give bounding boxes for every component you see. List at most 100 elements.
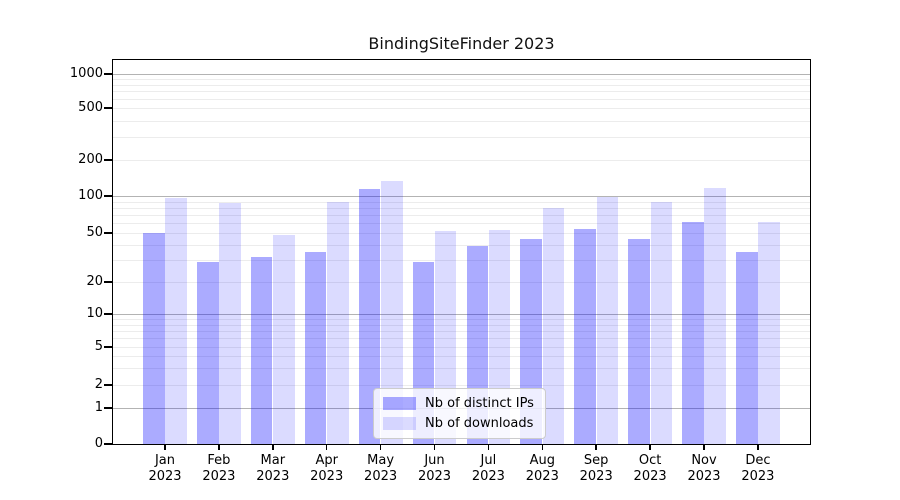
bar-nb-of-downloads (542, 207, 565, 444)
major-gridline (113, 74, 810, 75)
major-gridline (113, 314, 810, 315)
minor-gridline (113, 160, 810, 161)
x-tick-label: Sep 2023 (579, 453, 613, 484)
legend: Nb of distinct IPs Nb of downloads (373, 388, 546, 439)
bar-nb-of-distinct-ips (358, 189, 381, 444)
x-tick-mark (649, 445, 651, 450)
y-tick-label: 10 (86, 306, 103, 321)
minor-gridline (113, 319, 810, 321)
bar-nb-of-downloads (758, 222, 780, 444)
x-tick-mark (487, 445, 490, 450)
y-tick-mark (104, 313, 112, 315)
y-tick-label: 50 (86, 225, 103, 240)
x-tick-label: Oct 2023 (633, 453, 667, 484)
x-tick-mark (272, 445, 274, 450)
legend-item-downloads: Nb of downloads (383, 416, 534, 431)
x-tick-label: Nov 2023 (687, 453, 721, 484)
x-tick-label: May 2023 (364, 453, 398, 484)
y-tick-mark (104, 281, 112, 283)
bar-nb-of-downloads (165, 197, 187, 444)
x-tick-label: Feb 2023 (202, 453, 236, 484)
y-tick-label: 0 (94, 436, 103, 451)
y-tick-label: 2 (94, 377, 103, 392)
minor-gridline (113, 338, 810, 340)
y-tick-label: 100 (78, 188, 103, 203)
minor-gridline (113, 330, 810, 332)
minor-gridline (113, 356, 810, 358)
legend-label-distinct-ips: Nb of distinct IPs (425, 396, 534, 411)
major-gridline (113, 196, 810, 197)
bar-nb-of-distinct-ips (682, 222, 704, 444)
x-tick-mark (757, 445, 759, 450)
minor-gridline (113, 207, 810, 209)
x-tick-mark (541, 445, 544, 450)
y-tick-mark (104, 346, 112, 348)
minor-gridline (113, 282, 810, 283)
bar-nb-of-downloads (650, 201, 672, 444)
bar-nb-of-downloads (704, 187, 726, 444)
x-tick-label: Apr 2023 (310, 453, 344, 484)
minor-gridline (113, 368, 810, 370)
y-tick-label: 1 (94, 400, 103, 415)
x-tick-label: Jul 2023 (471, 453, 505, 484)
legend-swatch-downloads (383, 417, 416, 430)
minor-gridline (113, 233, 810, 234)
minor-gridline (113, 215, 810, 217)
minor-gridline (113, 91, 810, 93)
y-tick-label: 20 (86, 274, 103, 289)
y-tick-mark (104, 159, 112, 161)
y-tick-mark (104, 443, 112, 445)
minor-gridline (113, 79, 810, 81)
y-tick-mark (104, 73, 112, 75)
x-tick-label: Aug 2023 (525, 453, 559, 484)
minor-gridline (113, 120, 810, 122)
minor-gridline (113, 108, 810, 109)
legend-item-distinct-ips: Nb of distinct IPs (383, 396, 534, 411)
x-tick-mark (703, 445, 705, 450)
y-tick-label: 1000 (69, 66, 103, 81)
minor-gridline (113, 385, 810, 386)
minor-gridline (113, 347, 810, 348)
legend-swatch-distinct-ips (383, 397, 416, 410)
y-tick-label: 200 (78, 152, 103, 167)
y-tick-mark (104, 407, 112, 409)
bar-nb-of-distinct-ips (197, 262, 219, 444)
x-tick-mark (325, 445, 328, 450)
bar-nb-of-downloads (273, 235, 295, 444)
x-tick-mark (164, 445, 166, 450)
x-tick-mark (595, 445, 597, 450)
bar-nb-of-distinct-ips (250, 256, 273, 444)
chart-title: BindingSiteFinder 2023 (368, 34, 555, 53)
bar-nb-of-downloads (327, 201, 349, 444)
legend-label-downloads: Nb of downloads (425, 416, 534, 431)
bar-nb-of-downloads (219, 203, 241, 444)
x-tick-label: Jun 2023 (417, 453, 452, 484)
bar-nb-of-distinct-ips (736, 252, 758, 444)
bar-nb-of-distinct-ips (628, 238, 650, 444)
y-tick-label: 500 (78, 100, 103, 115)
x-tick-label: Dec 2023 (741, 453, 775, 484)
bar-nb-of-distinct-ips (143, 233, 165, 444)
y-tick-mark (104, 232, 112, 234)
y-tick-label: 5 (94, 339, 103, 354)
plot-area: Nb of distinct IPs Nb of downloads 0 1 2 5 1… (70, 59, 811, 484)
minor-gridline (113, 99, 810, 101)
minor-gridline (113, 84, 810, 86)
y-tick-mark (104, 195, 112, 197)
bar-nb-of-downloads (596, 197, 619, 444)
x-tick-mark (433, 445, 436, 450)
minor-gridline (113, 260, 810, 262)
minor-gridline (113, 324, 810, 326)
y-tick-mark (104, 384, 112, 386)
minor-gridline (113, 244, 810, 246)
minor-gridline (113, 223, 810, 225)
x-tick-mark (218, 445, 220, 450)
x-tick-label: Mar 2023 (256, 453, 290, 484)
x-tick-label: Jan 2023 (148, 453, 182, 484)
bar-nb-of-distinct-ips (304, 252, 327, 444)
minor-gridline (113, 201, 810, 203)
y-tick-mark (104, 107, 112, 109)
bar-nb-of-distinct-ips (574, 228, 596, 444)
x-tick-mark (379, 445, 382, 450)
